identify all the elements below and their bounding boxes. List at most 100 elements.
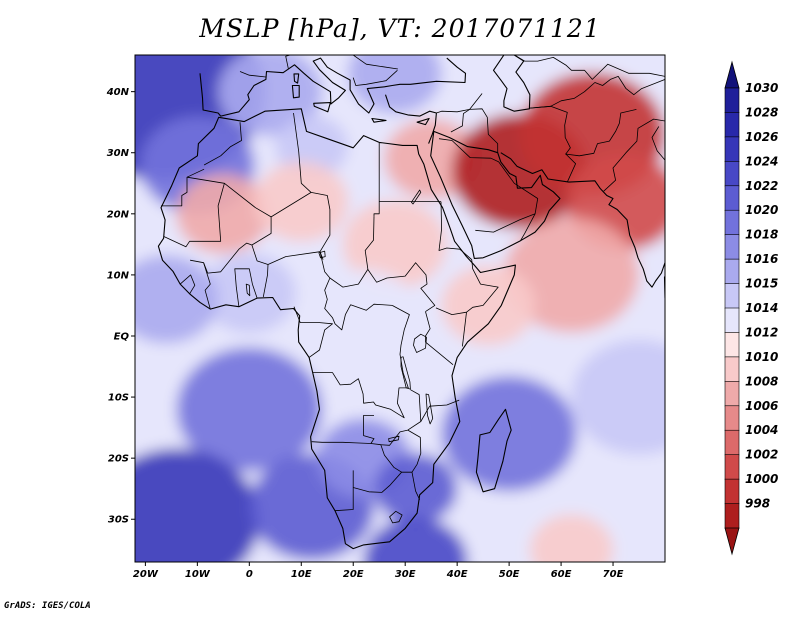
lon-tick-label: 10E	[291, 569, 312, 580]
lat-tick-label: 20S	[108, 454, 129, 465]
colorbar-label: 1008	[745, 374, 778, 388]
border-turkey-syria	[436, 93, 483, 114]
colorbar-swatch	[724, 307, 740, 334]
border-europe-1	[239, 71, 266, 78]
madagascar-coastline	[475, 408, 512, 493]
border-algeria-libya	[293, 112, 312, 193]
border-central-asia	[529, 76, 665, 109]
colorbar-label: 1020	[745, 203, 778, 217]
sicily-coastline	[313, 102, 331, 113]
lon-tick-label: 30E	[395, 569, 416, 580]
cyprus-coastline	[416, 117, 430, 126]
border-chad-car	[319, 251, 369, 288]
colorbar-label: 1028	[745, 105, 778, 119]
colorbar-top-arrow	[724, 60, 740, 89]
colorbar-label: 1010	[745, 350, 778, 364]
crete-coastline	[371, 117, 387, 123]
pressure-center-18	[135, 448, 260, 562]
lat-tick-label: 30N	[107, 148, 130, 159]
colorbar-swatch	[724, 503, 740, 529]
lat-tick-label: 30S	[108, 515, 129, 526]
lat-tick-label: EQ	[114, 331, 130, 342]
pressure-center-4	[348, 55, 442, 114]
pressure-center-22	[441, 376, 577, 492]
lake-tanganyika	[400, 356, 411, 390]
pressure-center-2	[218, 55, 323, 136]
colorbar-label: 1026	[745, 130, 778, 144]
border-yemen-oman	[520, 213, 536, 241]
colorbar-swatch	[724, 429, 740, 456]
border-west-africa-4	[179, 274, 196, 295]
colorbar-swatch	[724, 381, 740, 407]
lat-tick-label: 10S	[108, 393, 129, 404]
colorbar-label: 1016	[745, 252, 778, 266]
border-afghanistan-pakistan	[565, 109, 637, 157]
border-iraq	[450, 108, 499, 153]
colorbar-swatch	[724, 405, 740, 431]
pressure-center-17	[176, 347, 322, 472]
colorbar-label: 1002	[745, 448, 778, 462]
lat-tick-label: 40N	[106, 87, 130, 98]
asia-coastline	[500, 152, 665, 288]
colorbar-label: 998	[745, 497, 770, 511]
border-mozambique-zimbabwe	[407, 429, 422, 473]
border-cameroon-gabon-congo	[293, 306, 333, 358]
colorbar-label: 1024	[745, 154, 778, 168]
pressure-center-14	[306, 269, 421, 367]
lon-tick-label: 70E	[603, 569, 624, 580]
lake-victoria	[413, 333, 427, 353]
border-west-africa-3	[262, 264, 269, 297]
colorbar-swatch	[724, 136, 740, 162]
colorbar-swatch	[724, 258, 740, 285]
border-saudi-arabia	[438, 138, 539, 233]
coastline-border-layer	[157, 55, 665, 550]
border-kenya-uganda-tanzania	[425, 311, 454, 366]
colorbar-label: 1022	[745, 179, 778, 193]
pressure-center-7	[342, 200, 447, 289]
border-kenya-somalia	[462, 312, 467, 347]
border-kazakh-north	[514, 55, 665, 80]
pressure-center-23	[571, 339, 665, 455]
colorbar-swatch	[724, 185, 740, 211]
colorbar-swatch	[724, 87, 740, 114]
pressure-center-12	[504, 217, 639, 333]
lake-nasser	[410, 189, 422, 205]
pressure-center-16	[135, 255, 219, 344]
africa-coastline	[157, 108, 516, 550]
lon-tick-label: 0	[246, 569, 253, 580]
border-pakistan-india	[603, 118, 665, 192]
lon-tick-label: 60E	[551, 569, 572, 580]
border-drc-east	[312, 305, 410, 419]
border-zambia-south	[370, 389, 422, 446]
caspian-coastline	[492, 55, 531, 112]
pressure-center-5	[176, 174, 271, 254]
lon-tick-label: 20E	[343, 569, 364, 580]
pressure-colorbar: 1030 1028 1026 1024 1022 1020 1018 1016 1015 1014…	[724, 60, 778, 556]
europe-coastline	[199, 57, 467, 117]
border-west-africa-1	[203, 262, 211, 310]
chart-title: MSLP [hPa], VT: 2017071121	[199, 14, 601, 43]
lake-volta	[245, 283, 251, 297]
colorbar-swatch	[724, 161, 740, 187]
border-west-africa-2	[234, 268, 258, 307]
colorbar-label: 1030	[745, 81, 778, 95]
colorbar-swatch	[724, 112, 740, 138]
lon-tick-label: 20W	[133, 569, 159, 580]
colorbar-label: 1015	[745, 277, 778, 291]
colorbar-swatch	[724, 454, 740, 480]
colorbar-label: 1018	[745, 228, 778, 242]
colorbar-swatch	[724, 356, 740, 382]
colorbar-bottom-arrow	[724, 527, 740, 556]
lon-tick-label: 50E	[499, 569, 520, 580]
colorbar-swatch	[724, 209, 740, 236]
colorbar-label: 1014	[745, 301, 778, 315]
border-sudan-south	[367, 262, 436, 312]
map-frame	[134, 54, 666, 563]
border-ethiopia	[435, 201, 499, 316]
border-chad-sudan	[364, 216, 375, 270]
border-iran-east	[529, 105, 576, 183]
arabia-coastline	[430, 130, 561, 259]
colorbar-label: 1000	[745, 472, 778, 486]
turkey-levant-coastline	[384, 94, 437, 144]
